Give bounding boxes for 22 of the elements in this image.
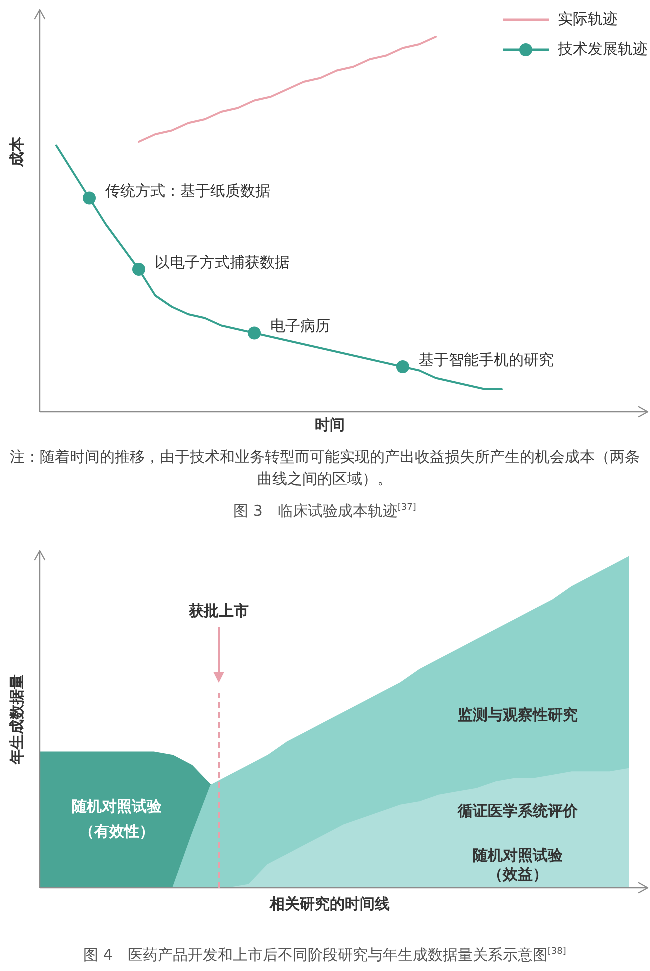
x-axis-title: 相关研究的时间线	[269, 894, 390, 913]
point	[248, 326, 261, 340]
point	[132, 263, 146, 276]
legend-label: 技术发展轨迹	[557, 40, 648, 58]
legend-label: 实际轨迹	[558, 10, 618, 28]
annotation: 随机对照试验（效益）	[473, 846, 564, 884]
annotation: 获批上市	[188, 602, 249, 620]
annotation: 以电子方式捕获数据	[155, 253, 290, 272]
annotation: 基于智能手机的研究	[419, 350, 554, 369]
series-label: 监测与观察性研究	[458, 706, 578, 724]
point	[396, 360, 410, 374]
annotation: 传统方式：基于纸质数据	[106, 182, 270, 200]
series-label: 随机对照试验（有效性）	[72, 797, 163, 840]
y-axis-title: 成本	[8, 136, 26, 168]
point	[83, 192, 96, 205]
annotation: 电子病历	[270, 317, 330, 336]
x-axis-title: 时间	[315, 416, 345, 434]
series-label: 循证医学系统评价	[457, 802, 579, 820]
text: 图 3 临床试验成本轨迹$^{[37]}$	[232, 501, 418, 522]
text: 注：随着时间的推移，由于技术和业务转型而可能实现的产出收益损失所产生的机会成本（两条曲线之间的区域）。	[9, 447, 641, 490]
text: 图 4 医药产品开发和上市后不同阶段研究与年生成数据量关系示意图$^{[38]}$	[82, 945, 568, 966]
y-axis-title: 年生成数据量	[8, 674, 26, 766]
